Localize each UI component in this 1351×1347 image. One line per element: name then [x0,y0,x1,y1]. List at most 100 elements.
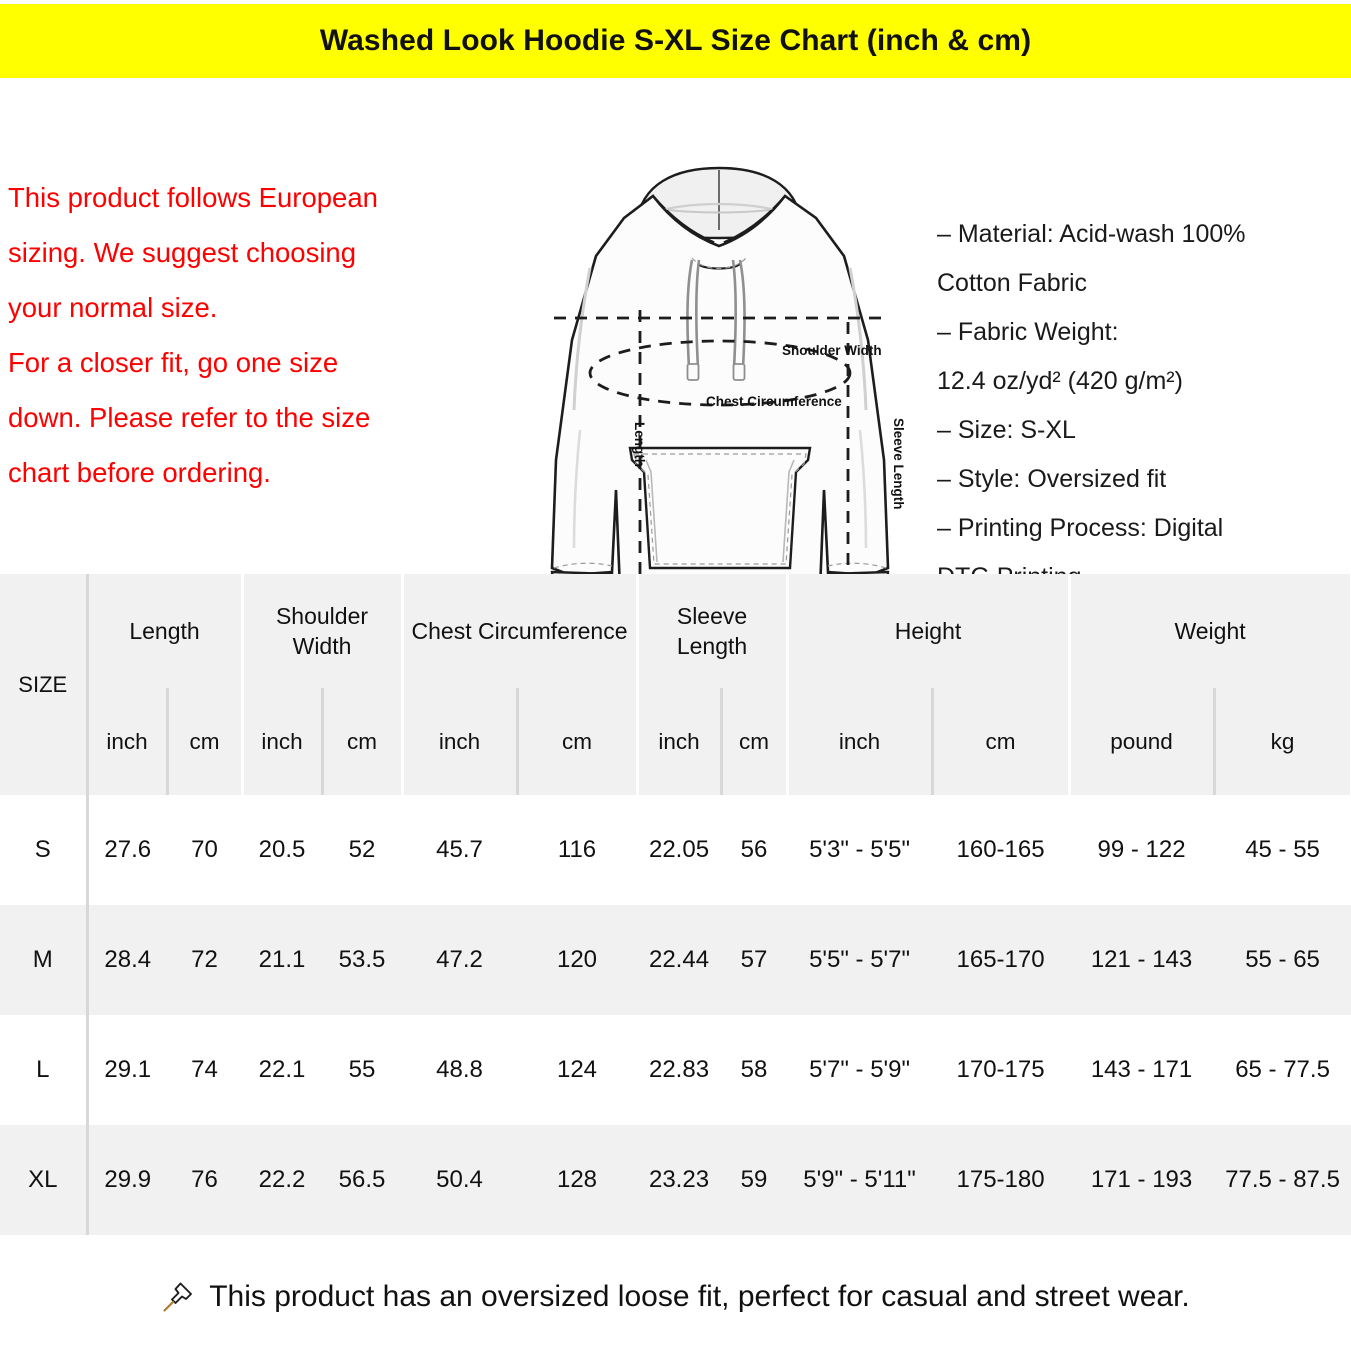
table-row: M 28.4 72 21.1 53.5 47.2 120 22.44 57 5'5" - 5'7"… [0,905,1351,1015]
cell-chest-circumference-inch: 45.7 [436,836,483,863]
sizing-notice: This product follows European sizing. We… [8,170,518,500]
cell-shoulder-width-inch: 21.1 [258,946,306,973]
unit-header-chest-circumference-cm: cm [517,688,639,795]
cell-chest-circumference-inch: 48.8 [436,1056,483,1083]
cell-weight-pound: 143 - 171 [1090,1056,1193,1083]
unit-header-weight-kg: kg [1214,688,1351,795]
notice-line: For a closer fit, go one size [8,347,339,378]
cell-chest-circumference-inch: 47.2 [436,946,483,973]
cell-sleeve-length-cm: 57 [740,946,768,973]
cell-weight-pound: 99 - 122 [1097,836,1186,863]
cell-length-inch: 27.6 [104,836,152,863]
spec-line: – Printing Process: Digital [937,514,1224,542]
table-row: S 27.6 70 20.5 52 45.7 116 22.05 56 5'3" - 5'5" 16… [0,795,1351,905]
size-label-m: M [0,905,89,1015]
length-label: Length [632,422,647,467]
table-row: XL 29.9 76 22.2 56.5 50.4 128 23.23 59 5'9" - 5'1… [0,1125,1351,1235]
table-body: S 27.6 70 20.5 52 45.7 116 22.05 56 5'3" - 5'5" 16… [0,795,1351,1235]
footer-text: This product has an oversized loose fit,… [209,1280,1190,1313]
cell-shoulder-width-inch: 22.1 [258,1056,306,1083]
cell-weight-kg: 55 - 65 [1245,946,1320,973]
unit-header-weight-pound: pound [1069,688,1216,795]
shoulder-width-label: Shoulder Width [782,343,882,358]
table-row: L 29.1 74 22.1 55 48.8 124 22.83 58 5'7" - 5'9" 17… [0,1015,1351,1125]
notice-line: down. Please refer to the size [8,402,371,433]
page-title: Washed Look Hoodie S-XL Size Chart (inch… [319,24,1032,57]
cell-sleeve-length-cm: 56 [740,836,768,863]
cell-length-inch: 28.4 [104,946,152,973]
cell-sleeve-length-inch: 22.44 [648,946,710,973]
pushpin-icon [163,1282,193,1312]
cell-length-cm: 72 [191,946,218,973]
sleeve-length-label: Sleeve Length [891,418,906,510]
notice-line: chart before ordering. [8,457,271,488]
cell-shoulder-width-cm: 52 [348,836,376,863]
chest-circumference-label: Chest Circumference [706,394,842,409]
unit-header-length-cm: cm [167,688,244,795]
product-specs: – Material: Acid-wash 100% Cotton Fabric… [937,210,1347,602]
cell-length-inch: 29.1 [104,1056,152,1083]
cell-height-cm: 175-180 [956,1166,1045,1193]
unit-header-chest-circumference-inch: inch [402,688,519,795]
cell-weight-kg: 45 - 55 [1245,836,1320,863]
cell-chest-circumference-cm: 128 [556,1166,598,1193]
unit-header-shoulder-width-inch: inch [242,688,324,795]
spec-line: Cotton Fabric [937,269,1088,297]
group-header-chest-circumference: Chest Circumference [402,574,639,688]
group-header-height: Height [787,574,1071,688]
spec-line: 12.4 oz/yd² (420 g/m²) [937,367,1183,395]
size-label-s: S [0,795,89,905]
cell-length-cm: 76 [191,1166,218,1193]
size-column-header: SIZE [0,574,89,795]
unit-header-sleeve-length-inch: inch [637,688,723,795]
cell-sleeve-length-cm: 59 [740,1166,768,1193]
cell-height-inch: 5'5" - 5'7" [809,946,910,973]
cell-weight-kg: 77.5 - 87.5 [1225,1166,1340,1193]
group-header-weight: Weight [1069,574,1351,688]
cell-shoulder-width-cm: 56.5 [338,1166,386,1193]
group-header-row: SIZE Length Shoulder Width Chest Circumf… [0,574,1351,795]
cell-length-cm: 70 [191,836,218,863]
cell-chest-circumference-cm: 124 [556,1056,598,1083]
group-header-shoulder-width: Shoulder Width [242,574,404,688]
cell-weight-pound: 171 - 193 [1090,1166,1193,1193]
cell-sleeve-length-inch: 23.23 [648,1166,710,1193]
notice-line: your normal size. [8,292,218,323]
group-header-length: Length [87,574,244,688]
group-header-sleeve-length: Sleeve Length [637,574,789,688]
cell-height-inch: 5'9" - 5'11" [803,1166,916,1193]
cell-height-inch: 5'3" - 5'5" [809,836,910,863]
title-banner: Washed Look Hoodie S-XL Size Chart (inch… [0,4,1351,78]
cell-height-cm: 165-170 [956,946,1045,973]
unit-header-height-inch: inch [787,688,934,795]
cell-height-inch: 5'7" - 5'9" [809,1056,910,1083]
cell-weight-kg: 65 - 77.5 [1235,1056,1330,1083]
cell-shoulder-width-cm: 55 [348,1056,376,1083]
footer-note: This product has an oversized loose fit,… [0,1247,1351,1347]
cell-chest-circumference-inch: 50.4 [436,1166,483,1193]
spec-line: – Size: S-XL [937,416,1076,444]
cell-height-cm: 160-165 [956,836,1045,863]
cell-chest-circumference-cm: 120 [556,946,598,973]
cell-sleeve-length-inch: 22.83 [648,1056,710,1083]
spec-line: – Fabric Weight: [937,318,1119,346]
cell-length-inch: 29.9 [104,1166,152,1193]
cell-chest-circumference-cm: 116 [557,836,597,863]
table-head: SIZE Length Shoulder Width Chest Circumf… [0,574,1351,795]
unit-header-row: inch cm inch cm inch cm inch cm inch cm … [0,688,1351,795]
cell-shoulder-width-cm: 53.5 [338,946,386,973]
cell-sleeve-length-cm: 58 [740,1056,768,1083]
info-area: This product follows European sizing. We… [0,78,1351,638]
cell-shoulder-width-inch: 20.5 [258,836,306,863]
notice-line: This product follows European [8,182,378,213]
unit-header-shoulder-width-cm: cm [322,688,404,795]
notice-line: sizing. We suggest choosing [8,237,357,268]
unit-header-sleeve-length-cm: cm [721,688,789,795]
size-label-xl: XL [0,1125,89,1235]
cell-sleeve-length-inch: 22.05 [648,836,710,863]
size-chart-table: SIZE Length Shoulder Width Chest Circumf… [0,574,1351,1235]
unit-header-length-inch: inch [87,688,169,795]
cell-shoulder-width-inch: 22.2 [258,1166,306,1193]
spec-line: – Material: Acid-wash 100% [937,220,1246,248]
cell-length-cm: 74 [191,1056,218,1083]
